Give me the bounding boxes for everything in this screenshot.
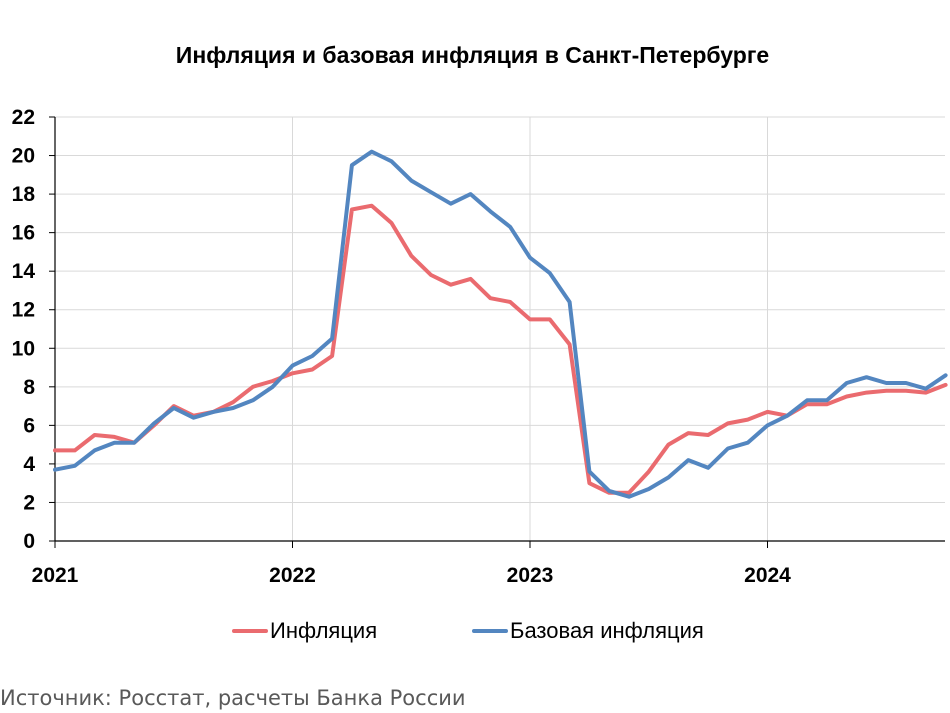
legend: Инфляция Базовая инфляция (0, 618, 950, 648)
series-line-inflation (53, 203, 948, 495)
y-tick-label: 16 (12, 222, 35, 245)
series-lines (53, 149, 948, 499)
y-tick-label: 2 (23, 491, 35, 514)
grid-lines (55, 116, 945, 541)
y-tick-label: 18 (12, 183, 36, 206)
legend-swatch-inflation (232, 629, 268, 633)
source-note: Источник: Росстат, расчеты Банка России (0, 686, 466, 710)
x-tick-label: 2023 (507, 564, 554, 587)
legend-label-inflation: Инфляция (270, 618, 378, 643)
y-tick-label: 20 (12, 145, 35, 168)
series-line-core (53, 149, 948, 499)
x-tick-label: 2024 (744, 564, 791, 587)
y-tick-label: 0 (23, 530, 35, 553)
y-tick-label: 10 (12, 337, 35, 360)
y-tick-label: 14 (12, 260, 36, 283)
legend-label-core: Базовая инфляция (510, 618, 704, 643)
y-tick-label: 12 (12, 299, 35, 322)
x-tick-labels: 2021 2022 2023 2024 (32, 564, 792, 587)
legend-swatch-core (472, 629, 508, 633)
legend-item-inflation: Инфляция (232, 618, 377, 644)
chart-title: Инфляция и базовая инфляция в Санкт-Пете… (175, 42, 770, 68)
x-tick-label: 2021 (32, 564, 79, 587)
legend-item-core: Базовая инфляция (472, 618, 704, 644)
y-tick-label: 8 (23, 376, 35, 399)
axes (49, 116, 945, 548)
x-tick-label: 2022 (269, 564, 316, 587)
y-tick-label: 4 (23, 453, 35, 476)
y-tick-label: 6 (23, 414, 35, 437)
y-tick-label: 22 (12, 106, 35, 129)
y-tick-labels: 0 2 4 6 8 10 12 14 16 18 20 22 (12, 106, 36, 553)
